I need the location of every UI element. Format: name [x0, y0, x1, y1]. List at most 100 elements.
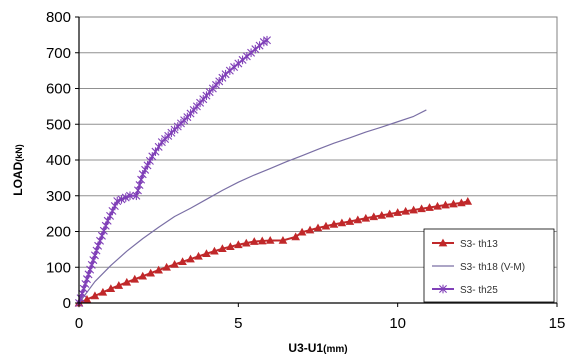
series-2-marker-56	[221, 69, 230, 79]
series-2-marker-59	[234, 59, 243, 68]
series-2-marker-28	[137, 175, 146, 184]
series-0-marker-33	[345, 217, 355, 225]
series-0-marker-5	[114, 281, 124, 289]
legend-marker-2	[439, 284, 447, 294]
y-tick-label-5: 500	[46, 116, 71, 133]
series-0-marker-26	[291, 232, 301, 241]
series-2-marker-58	[230, 62, 239, 72]
y-axis-title: LOAD(kN)	[11, 144, 25, 196]
series-0-marker-15	[194, 251, 203, 260]
series-2-marker-26	[133, 186, 142, 195]
series-0-marker-16	[202, 249, 211, 258]
y-tick-label-1: 100	[46, 259, 71, 276]
series-0-marker-23	[257, 236, 267, 245]
series-0-marker-18	[218, 244, 227, 252]
series-0-marker-43	[425, 203, 434, 211]
series-0-marker-39	[393, 208, 402, 216]
y-tick-label-0: 0	[63, 295, 71, 312]
series-0-marker-21	[241, 238, 251, 247]
series-2-marker-60	[238, 55, 247, 65]
series-0-marker-45	[441, 200, 450, 209]
series-0-marker-30	[321, 221, 331, 230]
series-2-marker-22	[117, 195, 126, 204]
series-0-marker-11	[162, 262, 171, 271]
series-0-marker-4	[106, 284, 116, 293]
series-2-marker-33	[148, 152, 157, 161]
series-0-marker-34	[353, 215, 363, 224]
series-2-marker-25	[132, 191, 141, 201]
x-axis-title-unit: (mm)	[323, 344, 347, 355]
series-0-marker-32	[337, 218, 347, 227]
series-0-marker-38	[385, 209, 395, 218]
series-0-marker-6	[122, 277, 132, 286]
series-0-marker-20	[234, 240, 243, 249]
series-0	[74, 197, 473, 307]
series-1	[78, 109, 427, 304]
series-0-marker-7	[130, 274, 140, 283]
series-0-marker-48	[463, 197, 473, 205]
series-0-marker-8	[138, 271, 148, 280]
grid-lines	[79, 16, 557, 268]
series-2-marker-63	[251, 44, 260, 54]
series-0-marker-46	[449, 199, 458, 208]
series-0-marker-25	[278, 236, 288, 244]
series-0-marker-22	[249, 237, 259, 245]
series-2-marker-23	[121, 193, 130, 202]
legend-item-0: S3- th13	[432, 238, 498, 250]
y-tick-label-4: 400	[46, 152, 71, 169]
series-2-marker-34	[151, 147, 160, 156]
series-2-marker-64	[255, 41, 264, 50]
series-0-marker-29	[313, 223, 323, 232]
legend-label-1: S3- th18 (V-M)	[460, 262, 525, 273]
series-2-marker-24	[125, 191, 134, 201]
series-0-marker-40	[401, 206, 410, 215]
series-0-marker-37	[377, 210, 387, 219]
series-0-marker-42	[417, 204, 426, 213]
series-0-marker-10	[154, 265, 163, 274]
series-0-marker-12	[170, 259, 179, 268]
series-2-marker-21	[113, 196, 122, 206]
series-2-marker-61	[242, 52, 251, 61]
series-2-marker-57	[225, 66, 234, 75]
legend-label-2: S3- th25	[460, 285, 498, 296]
series-layer	[74, 35, 473, 308]
series-0-marker-17	[210, 246, 219, 255]
series-0-marker-44	[433, 201, 442, 210]
series-2-marker-27	[135, 180, 144, 190]
legend-item-1: S3- th18 (V-M)	[432, 262, 525, 273]
series-0-marker-31	[329, 219, 339, 228]
series-0-marker-24	[265, 236, 275, 244]
y-tick-label-6: 600	[46, 81, 71, 98]
series-0-marker-27	[297, 227, 307, 236]
series-0-marker-36	[369, 212, 379, 221]
series-0-marker-47	[457, 198, 466, 207]
series-0-marker-41	[409, 205, 418, 214]
x-tick-label-2: 10	[389, 315, 406, 332]
series-line-0	[78, 200, 468, 304]
y-tick-label-3: 300	[46, 188, 71, 205]
series-0-marker-13	[178, 257, 187, 266]
series-0-marker-9	[146, 268, 156, 277]
legend-label-0: S3- th13	[460, 239, 498, 250]
tick-labels: 0 100 200 300 400 500 600 700 800 0 5 10 15	[46, 9, 565, 332]
series-2-marker-35	[154, 142, 163, 152]
y-axis-title-unit: (kN)	[14, 144, 24, 162]
x-tick-label-3: 15	[549, 315, 566, 332]
series-2	[75, 35, 272, 308]
series-0-marker-2	[90, 291, 100, 300]
series-0-marker-35	[361, 213, 371, 222]
y-tick-label-2: 200	[46, 224, 71, 241]
y-axis-title-main: LOAD	[11, 161, 25, 195]
y-tick-label-8: 800	[46, 9, 71, 26]
series-line-1	[78, 109, 427, 304]
series-0-marker-14	[186, 254, 195, 263]
x-tick-label-0: 0	[75, 315, 83, 332]
legend: S3- th13 S3- th18 (V-M) S3- th25	[423, 228, 555, 303]
series-0-marker-3	[98, 287, 108, 296]
series-0-marker-19	[226, 242, 235, 251]
y-tick-label-7: 700	[46, 45, 71, 62]
series-2-marker-66	[263, 35, 272, 45]
legend-item-2: S3- th25	[432, 284, 498, 296]
x-axis-title: U3-U1(mm)	[288, 341, 347, 355]
